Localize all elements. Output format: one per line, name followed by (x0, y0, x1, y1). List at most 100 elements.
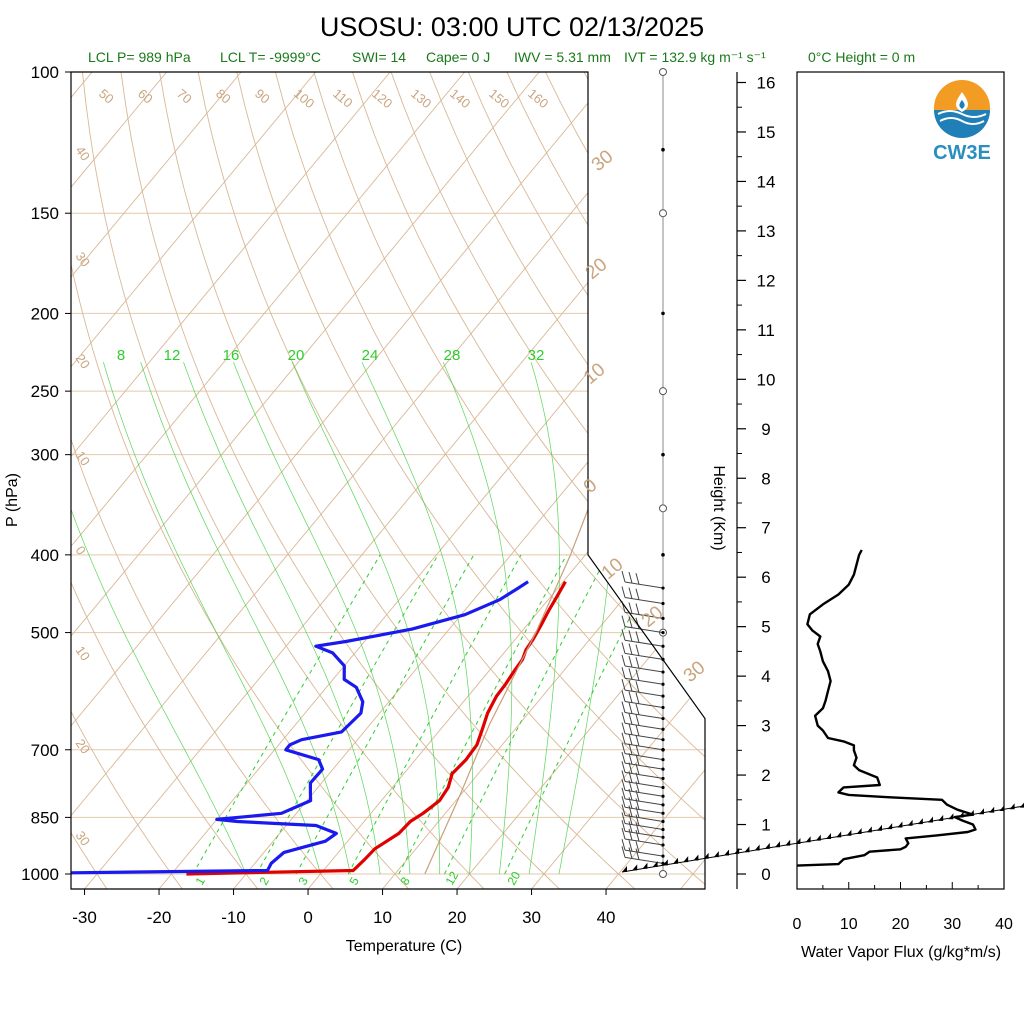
dry-adiabat-line (120, 72, 561, 889)
flux-tick-label: 20 (892, 916, 910, 933)
height-tick-label: 15 (757, 123, 776, 142)
wind-barbs (621, 68, 1024, 878)
pressure-tick-label: 150 (31, 204, 59, 223)
plot-border (70, 71, 706, 890)
isotherm-line (71, 72, 615, 727)
isotherm-line (71, 72, 689, 817)
flux-axis-label: Water Vapor Flux (g/kg*m/s) (801, 944, 1001, 961)
dry-adiabat-line (274, 72, 705, 758)
temperature-axis-label: Temperature (C) (346, 938, 462, 955)
temperature-tick-label: 0 (303, 908, 312, 927)
skew-t-frame (65, 71, 706, 895)
wind-barb (621, 712, 665, 731)
mixing-ratio-label: 3 (295, 874, 311, 887)
height-tick-label: 13 (757, 222, 776, 241)
level-marker (659, 387, 667, 396)
wind-barb (621, 667, 665, 686)
isotherm-line (71, 72, 317, 368)
dry-adiabat-label: 160 (525, 86, 551, 111)
isotherm-line (381, 499, 705, 889)
dry-adiabat-label: 10 (73, 448, 94, 468)
moist-adiabat-line (71, 508, 247, 875)
logo-text: CW3E (933, 142, 991, 164)
flux-frame (796, 71, 1005, 890)
lcl-pressure: LCL P= 989 hPa (88, 49, 191, 65)
dry-adiabat-line (71, 262, 410, 889)
wind-barb (621, 742, 665, 762)
wind-barb (621, 761, 665, 781)
isotherm-line (456, 589, 705, 889)
mixing-ratio-label: 2 (256, 874, 272, 887)
level-marker (661, 452, 665, 457)
wind-barb (621, 701, 665, 721)
pressure-tick-label: 300 (31, 446, 59, 465)
isotherm-line (71, 72, 242, 278)
pressure-tick-label: 850 (31, 808, 59, 827)
level-marker (659, 209, 667, 218)
height-tick-label: 8 (761, 469, 770, 488)
moist-adiabat-line (140, 361, 351, 875)
dry-adiabat-label: 40 (73, 143, 94, 163)
wind-barb (621, 570, 665, 590)
pressure-tick-label: 700 (31, 741, 59, 760)
moist-adiabat-line (361, 361, 473, 875)
pressure-tick-label: 100 (31, 63, 59, 82)
temperature-tick-label: -10 (221, 908, 246, 927)
height-tick-label: 9 (761, 420, 770, 439)
height-tick-label: 6 (761, 568, 770, 587)
isotherm-line (530, 679, 705, 889)
dry-adiabat-label: 120 (369, 86, 395, 111)
moist-adiabat-line (442, 361, 513, 875)
isotherm-line (158, 230, 705, 889)
parcel-line (424, 312, 705, 875)
temperature-tick-label: 30 (522, 908, 541, 927)
temperature-tick-label: 10 (373, 908, 392, 927)
dry-adiabat-line (352, 72, 705, 633)
wind-barb (621, 827, 665, 847)
dry-adiabat-label: 150 (486, 86, 512, 111)
moist-adiabat-line (103, 362, 321, 875)
dry-adiabat-label: 140 (447, 86, 473, 111)
temperature-tick-label: 20 (448, 908, 467, 927)
cape-value: Cape= 0 J (426, 49, 490, 65)
height-tick-label: 14 (757, 172, 776, 191)
mixing-ratio-label: 12 (164, 347, 181, 364)
dewpoint-line (71, 580, 529, 875)
level-marker (659, 68, 667, 76)
mixing-ratio-label: 28 (444, 347, 461, 364)
chart-title: USOSU: 03:00 UTC 02/13/2025 (320, 12, 704, 42)
wind-barb (621, 839, 665, 858)
flux-plot-area (797, 549, 977, 867)
lcl-temperature: LCL T= -9999°C (220, 49, 321, 65)
dry-adiabat-line (71, 831, 108, 889)
wind-barb (621, 629, 665, 648)
dry-adiabat-label: 20 (73, 351, 94, 371)
flux-tick-label: 0 (793, 916, 802, 933)
dry-adiabat-line (236, 72, 705, 821)
pressure-tick-label: 1000 (21, 865, 59, 884)
isotherm-line (71, 72, 540, 637)
wind-barb (621, 751, 665, 771)
mixing-ratio-line (347, 554, 522, 875)
dry-adiabat-label: 100 (291, 86, 317, 111)
level-marker (661, 553, 665, 557)
mixing-ratio-label: 32 (528, 347, 545, 364)
dry-adiabat-label: 30 (73, 249, 94, 269)
dry-adiabat-line (159, 72, 636, 889)
moist-adiabat-line (183, 361, 381, 875)
level-marker (661, 147, 665, 152)
height-tick-label: 10 (757, 370, 776, 389)
wind-barb (621, 812, 665, 832)
mixing-ratio-line (256, 554, 439, 875)
water-vapor-flux-panel: 0 10 20 30 40 (793, 71, 1013, 933)
mixing-ratio-label: 20 (504, 869, 523, 888)
dry-adiabat-label: 0 (73, 543, 89, 558)
calm-wind-marker (659, 870, 667, 878)
dry-adiabat-label: 20 (73, 736, 94, 756)
skew-t-background (71, 72, 705, 889)
dry-adiabat-line (197, 72, 705, 885)
height-axis-label: Height (Km) (710, 465, 727, 550)
dry-adiabat-line (81, 72, 485, 889)
dry-adiabat-line (467, 72, 705, 450)
